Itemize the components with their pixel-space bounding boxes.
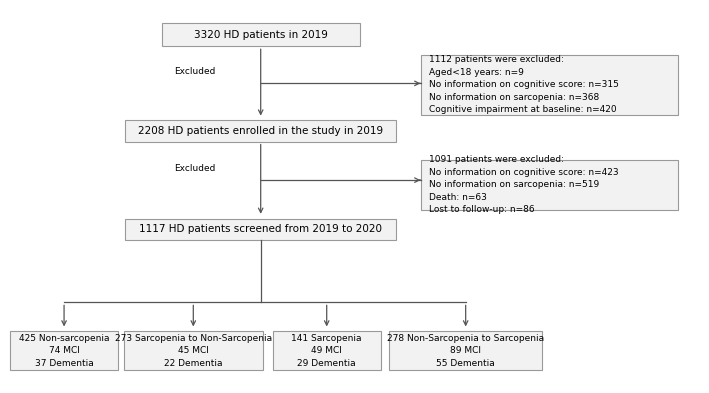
Text: 2208 HD patients enrolled in the study in 2019: 2208 HD patients enrolled in the study i… — [138, 126, 384, 136]
FancyBboxPatch shape — [125, 219, 396, 240]
Text: 1091 patients were excluded:
No information on cognitive score: n=423
No informa: 1091 patients were excluded: No informat… — [429, 156, 618, 215]
FancyBboxPatch shape — [124, 331, 263, 370]
FancyBboxPatch shape — [162, 23, 359, 46]
FancyBboxPatch shape — [420, 160, 678, 210]
FancyBboxPatch shape — [389, 331, 542, 370]
Text: 278 Non-Sarcopenia to Sarcopenia
89 MCI
55 Dementia: 278 Non-Sarcopenia to Sarcopenia 89 MCI … — [387, 334, 545, 367]
FancyBboxPatch shape — [10, 331, 118, 370]
Text: 1117 HD patients screened from 2019 to 2020: 1117 HD patients screened from 2019 to 2… — [139, 224, 382, 234]
Text: 1112 patients were excluded:
Aged<18 years: n=9
No information on cognitive scor: 1112 patients were excluded: Aged<18 yea… — [429, 55, 619, 114]
Text: Excluded: Excluded — [174, 164, 216, 173]
Text: Excluded: Excluded — [174, 68, 216, 76]
FancyBboxPatch shape — [420, 55, 678, 115]
FancyBboxPatch shape — [125, 120, 396, 141]
Text: 425 Non-sarcopenia
74 MCI
37 Dementia: 425 Non-sarcopenia 74 MCI 37 Dementia — [19, 334, 109, 367]
Text: 273 Sarcopenia to Non-Sarcopenia
45 MCI
22 Dementia: 273 Sarcopenia to Non-Sarcopenia 45 MCI … — [115, 334, 272, 367]
Text: 141 Sarcopenia
49 MCI
29 Dementia: 141 Sarcopenia 49 MCI 29 Dementia — [291, 334, 362, 367]
Text: 3320 HD patients in 2019: 3320 HD patients in 2019 — [194, 30, 328, 40]
FancyBboxPatch shape — [273, 331, 381, 370]
